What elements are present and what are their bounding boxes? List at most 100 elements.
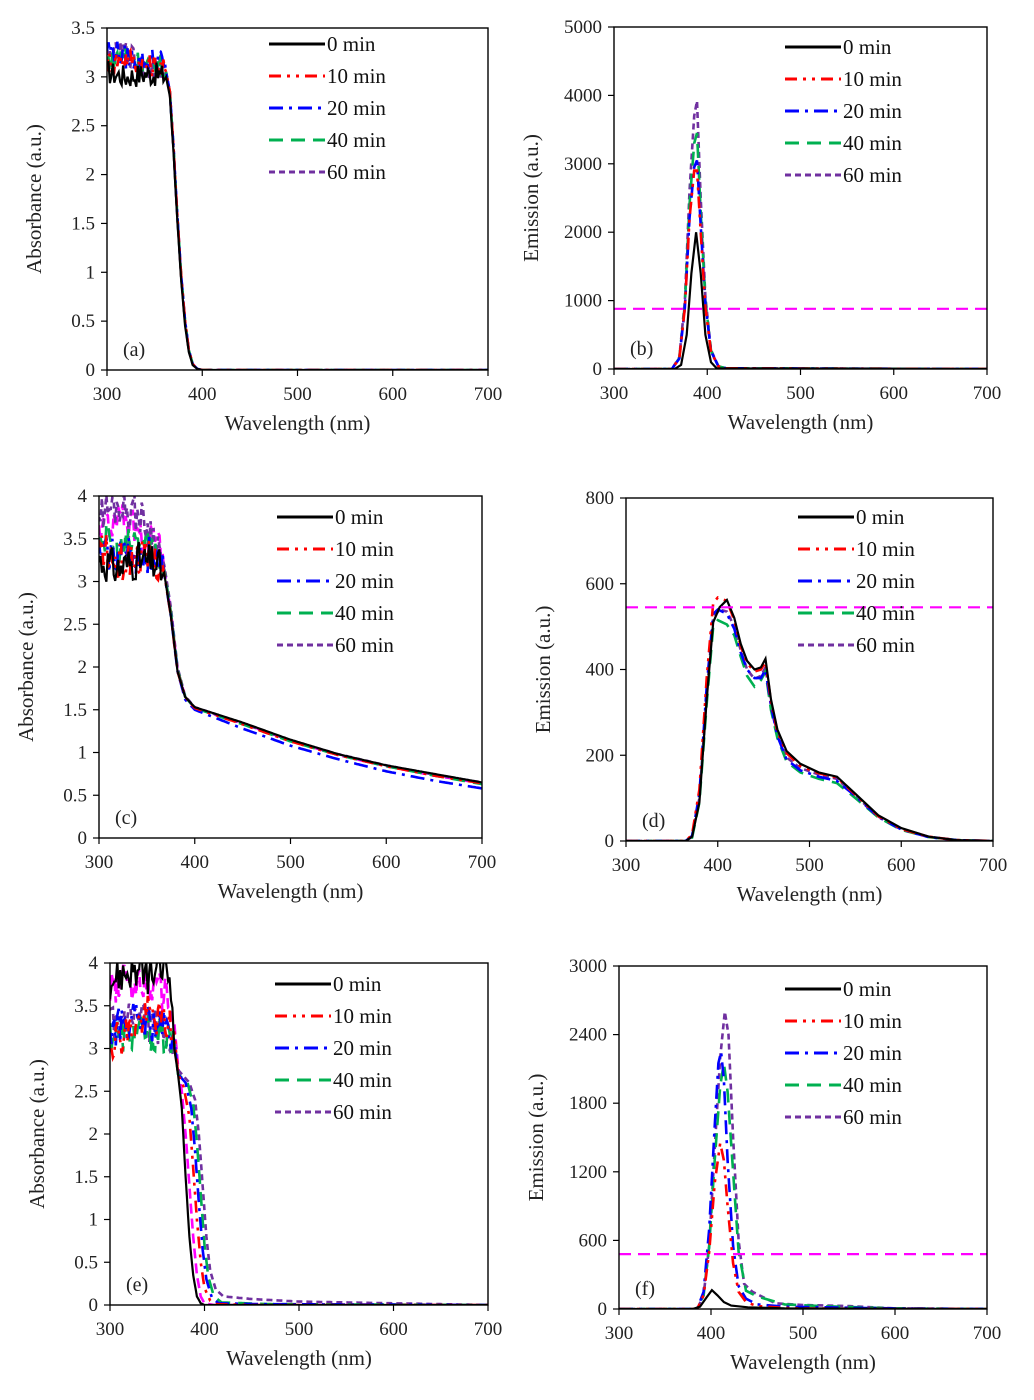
panel-label: (d) — [642, 810, 665, 832]
series-line-0-min — [110, 963, 488, 1305]
legend-label: 60 min — [333, 1100, 392, 1124]
y-tick-label: 0 — [86, 360, 96, 381]
legend-label: 10 min — [856, 537, 915, 561]
legend-label: 10 min — [327, 64, 386, 88]
y-tick-label: 1 — [78, 743, 88, 764]
y-tick-label: 4 — [78, 486, 88, 507]
legend-label: 20 min — [843, 1041, 902, 1065]
y-tick-label: 800 — [586, 488, 615, 509]
x-tick-label: 500 — [786, 383, 815, 404]
series-line-40-min — [626, 618, 993, 841]
series-line-10-min — [107, 46, 488, 370]
y-tick-label: 1.5 — [74, 1167, 98, 1188]
x-tick-label: 600 — [880, 383, 909, 404]
y-tick-label: 3000 — [564, 154, 602, 175]
y-tick-label: 0.5 — [63, 785, 87, 806]
legend-label: 40 min — [843, 131, 902, 155]
x-tick-label: 700 — [973, 383, 1002, 404]
y-tick-label: 0 — [598, 1299, 608, 1320]
x-tick-label: 700 — [973, 1323, 1002, 1344]
y-axis-label: Emission (a.u.) — [519, 134, 543, 262]
legend-label: 0 min — [843, 35, 892, 59]
y-tick-label: 0.5 — [74, 1252, 98, 1273]
legend-label: 60 min — [843, 163, 902, 187]
x-tick-label: 400 — [181, 852, 210, 873]
panel-label: (c) — [115, 807, 137, 829]
panel-label: (a) — [123, 339, 145, 361]
legend-label: 0 min — [333, 972, 382, 996]
y-tick-label: 4000 — [564, 85, 602, 106]
x-axis-label: Wavelength (nm) — [225, 411, 371, 435]
series-line-0-min — [614, 232, 987, 369]
y-tick-label: 2.5 — [74, 1081, 98, 1102]
y-tick-label: 2400 — [569, 1025, 607, 1046]
x-axis-label: Wavelength (nm) — [218, 879, 364, 903]
series-line-40-min — [619, 1062, 987, 1309]
y-tick-label: 2.5 — [71, 116, 95, 137]
legend-label: 40 min — [335, 601, 394, 625]
legend-label: 0 min — [856, 505, 905, 529]
series-line-20-min — [614, 159, 987, 369]
y-tick-label: 1 — [86, 262, 96, 283]
chart-panel-e: 300 400 500 600 700 0 0.5 1 1.5 2 2.5 3 3.5 4 Waveleng… — [25, 953, 502, 1370]
y-axis-label: Emission (a.u.) — [531, 606, 555, 734]
y-tick-label: 2 — [78, 657, 88, 678]
x-tick-label: 400 — [704, 855, 733, 876]
y-tick-label: 3000 — [569, 956, 607, 977]
legend: 0 min 10 min 20 min 40 min 60 min — [785, 35, 902, 187]
y-tick-label: 1 — [89, 1210, 99, 1231]
legend-label: 0 min — [327, 32, 376, 56]
x-axis-label: Wavelength (nm) — [728, 410, 874, 434]
y-tick-label: 1.5 — [63, 700, 87, 721]
x-tick-label: 500 — [276, 852, 305, 873]
panel-label: (e) — [126, 1274, 148, 1296]
x-axis-label: Wavelength (nm) — [730, 1350, 876, 1374]
series-line-60-min — [107, 41, 488, 370]
y-axis-label: Absorbance (a.u.) — [14, 592, 38, 742]
legend-label: 0 min — [335, 505, 384, 529]
panel-label: (f) — [635, 1278, 655, 1300]
y-tick-label: 3.5 — [74, 996, 98, 1017]
legend: 0 min 10 min 20 min 40 min 60 min — [798, 505, 915, 657]
y-tick-label: 5000 — [564, 17, 602, 38]
series-line-40-min — [107, 46, 488, 370]
legend-label: 10 min — [333, 1004, 392, 1028]
legend-label: 40 min — [333, 1068, 392, 1092]
x-tick-label: 700 — [979, 855, 1008, 876]
y-tick-label: 4 — [89, 953, 99, 974]
x-tick-label: 500 — [789, 1323, 818, 1344]
y-tick-label: 200 — [586, 745, 615, 766]
x-tick-label: 300 — [85, 852, 114, 873]
x-tick-label: 600 — [379, 1319, 408, 1340]
y-tick-label: 1.5 — [71, 213, 95, 234]
y-tick-label: 0 — [89, 1295, 99, 1316]
x-tick-label: 400 — [693, 383, 722, 404]
x-tick-label: 700 — [474, 384, 503, 405]
x-tick-label: 700 — [468, 852, 497, 873]
chart-panel-a: 300 400 500 600 700 0 0.5 1 1.5 2 2.5 3 3.5 Wavelengt… — [22, 18, 502, 435]
y-tick-label: 600 — [579, 1230, 608, 1251]
y-tick-label: 2000 — [564, 222, 602, 243]
x-tick-label: 600 — [887, 855, 916, 876]
y-tick-label: 2.5 — [63, 614, 87, 635]
legend-label: 60 min — [843, 1105, 902, 1129]
series-line-40-min — [110, 1013, 488, 1305]
x-tick-label: 500 — [795, 855, 824, 876]
x-tick-label: 400 — [188, 384, 217, 405]
legend-label: 20 min — [843, 99, 902, 123]
legend-label: 10 min — [335, 537, 394, 561]
x-axis-label: Wavelength (nm) — [226, 1346, 372, 1370]
y-tick-label: 2 — [86, 165, 96, 186]
legend-label: 60 min — [856, 633, 915, 657]
y-tick-label: 3 — [89, 1039, 99, 1060]
y-tick-label: 3 — [86, 67, 96, 88]
x-tick-label: 600 — [881, 1323, 910, 1344]
y-tick-label: 600 — [586, 574, 615, 595]
x-tick-label: 600 — [372, 852, 401, 873]
y-tick-label: 1800 — [569, 1093, 607, 1114]
x-tick-label: 300 — [600, 383, 629, 404]
legend-label: 10 min — [843, 1009, 902, 1033]
x-tick-label: 600 — [379, 384, 408, 405]
legend-label: 0 min — [843, 977, 892, 1001]
